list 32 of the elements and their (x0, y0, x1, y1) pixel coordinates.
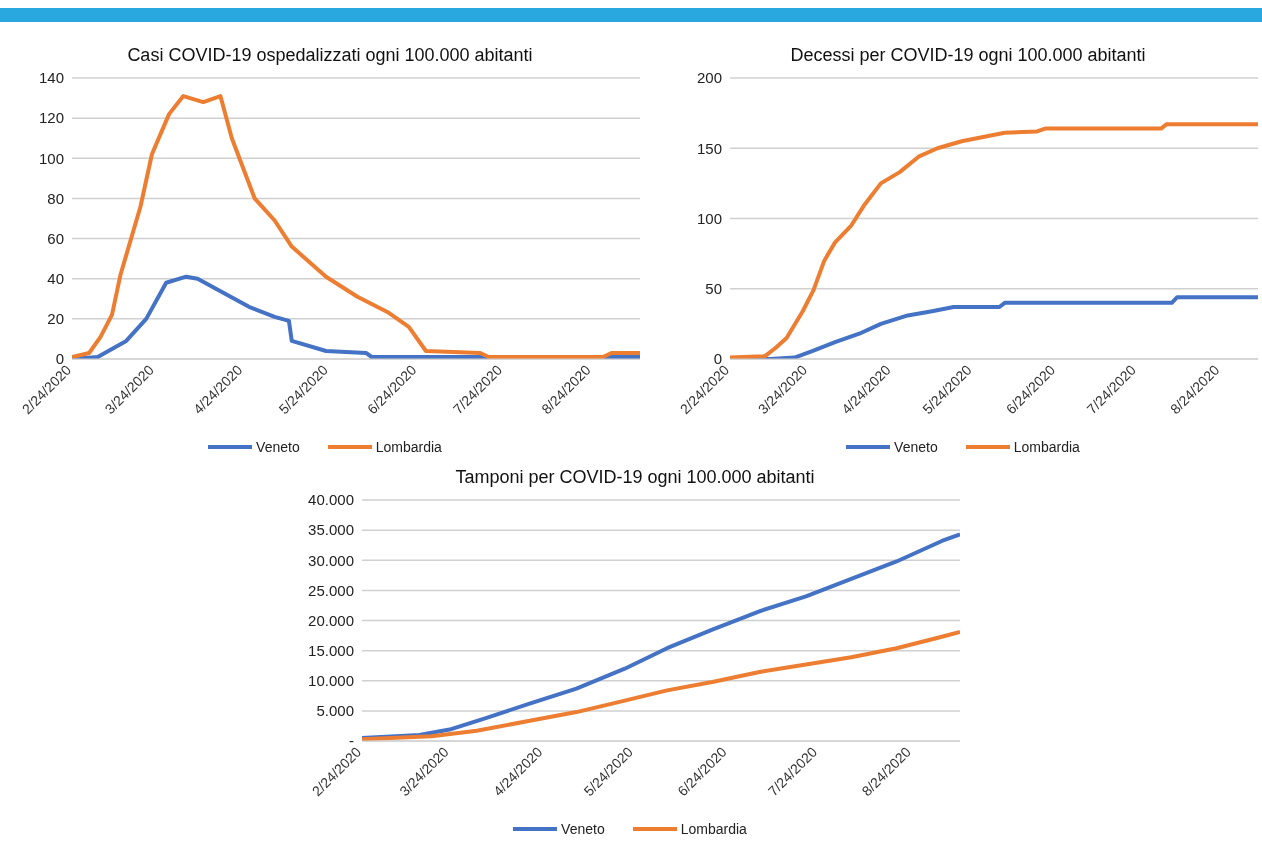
legend-label: Lombardia (375, 439, 442, 455)
legend-label: Veneto (894, 439, 938, 455)
y-tick-label: 5.000 (316, 702, 354, 720)
line-series (72, 94, 640, 359)
chart-title: Decessi per COVID-19 ogni 100.000 abitanti (789, 44, 1147, 67)
legend-label: Veneto (256, 439, 300, 455)
y-tick-label: 60 (47, 229, 64, 247)
legend-label: Lombardia (1013, 439, 1080, 455)
y-tick-label: 140 (38, 69, 64, 87)
line-series (362, 532, 960, 740)
y-tick-label: 150 (696, 139, 722, 157)
y-tick-label: 15.000 (308, 641, 354, 659)
y-tick-label: 100 (696, 209, 722, 227)
y-tick-label: 10.000 (308, 672, 354, 690)
y-tick-label: 120 (38, 109, 64, 127)
y-tick-label: 200 (696, 69, 722, 87)
line-series (362, 629, 960, 741)
y-tick-label: 35.000 (308, 521, 354, 539)
y-tick-label: 30.000 (308, 551, 354, 569)
y-tick-label: 20.000 (308, 611, 354, 629)
y-tick-label: 20 (47, 310, 64, 328)
y-tick-label: 40 (47, 270, 64, 288)
y-tick-label: 100 (38, 149, 64, 167)
y-tick-label: 80 (47, 189, 64, 207)
y-tick-label: 50 (705, 280, 722, 298)
chart-title: Tamponi per COVID-19 ogni 100.000 abitanti (454, 466, 816, 489)
y-tick-label: 25.000 (308, 581, 354, 599)
legend-label: Veneto (561, 821, 605, 837)
chart-title: Casi COVID-19 ospedalizzati ogni 100.000 abitanti (126, 44, 534, 67)
line-series (730, 122, 1258, 359)
y-tick-label: 40.000 (308, 491, 354, 509)
legend-label: Lombardia (680, 821, 747, 837)
